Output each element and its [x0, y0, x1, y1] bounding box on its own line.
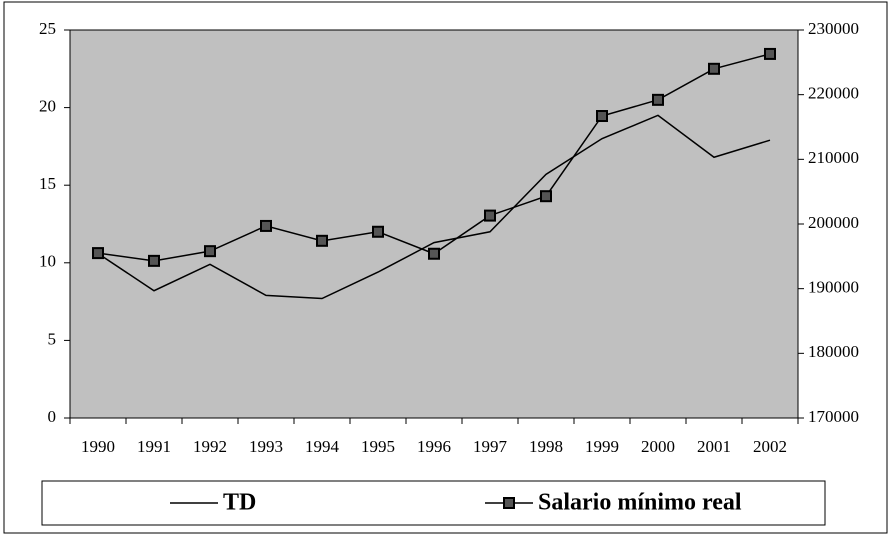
- x-tick-label: 1997: [473, 437, 508, 456]
- marker: [652, 93, 664, 106]
- marker: [148, 254, 160, 267]
- x-tick-label: 1991: [137, 437, 171, 456]
- x-tick-label: 1994: [305, 437, 340, 456]
- y2-tick-label: 230000: [808, 19, 859, 38]
- legend-label: TD: [223, 490, 256, 516]
- series-line: [97, 114, 771, 300]
- marker: [764, 47, 776, 60]
- y2-tick-label: 210000: [808, 148, 859, 167]
- marker: [540, 190, 552, 203]
- marker: [372, 225, 384, 238]
- x-tick-label: 1996: [417, 437, 451, 456]
- marker: [204, 245, 216, 258]
- marker: [428, 247, 440, 260]
- marker: [484, 209, 496, 222]
- y2-tick-label: 190000: [808, 278, 859, 297]
- x-tick-label: 1995: [361, 437, 395, 456]
- x-tick-label: 1993: [249, 437, 283, 456]
- y-tick-label: 0: [48, 407, 57, 426]
- plot-area: [69, 29, 799, 419]
- marker: [708, 62, 720, 75]
- y2-tick-label: 170000: [808, 407, 859, 426]
- y-tick-label: 10: [39, 252, 56, 271]
- y-tick-label: 15: [39, 174, 56, 193]
- marker: [92, 247, 104, 260]
- y2-tick-label: 180000: [808, 342, 859, 361]
- x-tick-label: 1990: [81, 437, 115, 456]
- x-tick-label: 1999: [585, 437, 619, 456]
- marker: [316, 234, 328, 247]
- marker: [596, 110, 608, 123]
- legend-label: Salario mínimo real: [538, 490, 742, 516]
- y2-tick-label: 220000: [808, 84, 859, 103]
- y2-tick-label: 200000: [808, 213, 859, 232]
- y-tick-label: 25: [39, 19, 56, 38]
- x-tick-label: 2001: [697, 437, 731, 456]
- y-tick-label: 20: [39, 97, 56, 116]
- x-tick-label: 1998: [529, 437, 563, 456]
- x-tick-label: 2000: [641, 437, 675, 456]
- x-tick-label: 1992: [193, 437, 227, 456]
- legend-marker: [503, 497, 515, 509]
- marker: [260, 219, 272, 232]
- x-tick-label: 2002: [753, 437, 787, 456]
- y-tick-label: 5: [48, 329, 57, 348]
